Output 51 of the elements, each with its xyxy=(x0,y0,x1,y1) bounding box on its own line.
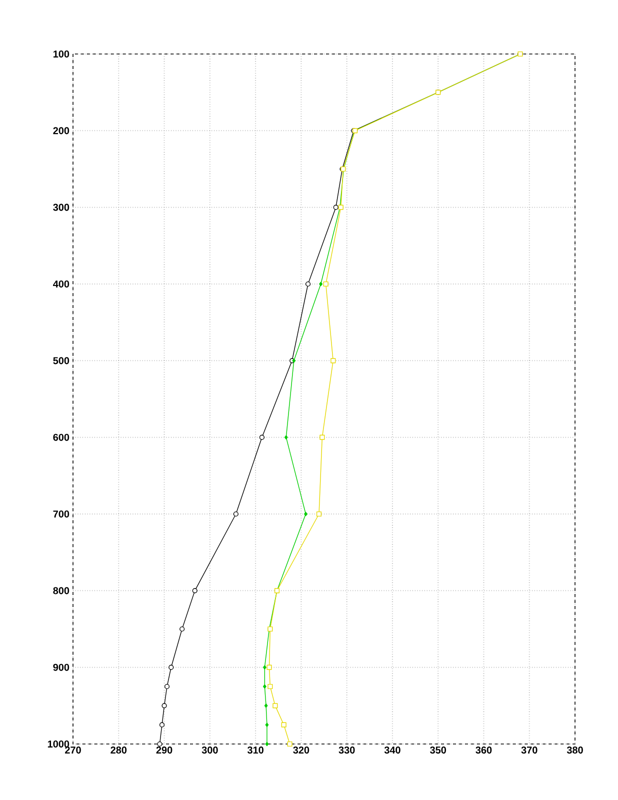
point xyxy=(266,664,272,670)
point xyxy=(320,434,325,440)
point xyxy=(304,512,308,516)
point xyxy=(333,204,338,210)
x-tick-label: 370 xyxy=(521,746,538,754)
y-tick-label: 100 xyxy=(53,50,70,58)
point xyxy=(323,281,328,287)
point xyxy=(268,684,273,690)
y-tick-label: 800 xyxy=(53,587,70,594)
point xyxy=(319,282,322,286)
point xyxy=(265,742,269,746)
y-tick-label: 600 xyxy=(53,434,70,441)
x-tick-label: 320 xyxy=(293,746,310,754)
point xyxy=(281,722,286,728)
y-tick-label: 1000 xyxy=(48,740,70,748)
y-tick-label: 400 xyxy=(53,280,70,288)
point xyxy=(264,704,268,708)
y-tick-label: 700 xyxy=(53,510,70,518)
point xyxy=(262,684,266,689)
point xyxy=(157,741,162,747)
point xyxy=(265,722,269,727)
point xyxy=(330,358,336,364)
point xyxy=(305,281,311,287)
x-tick-label: 330 xyxy=(338,746,355,754)
y-tick-label: 300 xyxy=(53,204,70,211)
point xyxy=(284,435,288,440)
point xyxy=(159,722,165,728)
point xyxy=(287,741,292,747)
point xyxy=(192,588,198,594)
x-tick-label: 290 xyxy=(156,746,172,754)
point xyxy=(233,511,238,517)
y-tick-label: 200 xyxy=(53,127,70,134)
y-tick-label: 900 xyxy=(53,664,70,671)
x-tick-label: 340 xyxy=(384,746,400,754)
point xyxy=(180,626,185,632)
y-tick-label: 500 xyxy=(53,357,70,364)
point xyxy=(164,684,170,690)
point xyxy=(272,703,278,708)
point xyxy=(168,664,174,670)
x-tick-label: 300 xyxy=(202,746,218,754)
x-tick-label: 380 xyxy=(566,746,583,754)
x-tick-label: 280 xyxy=(110,746,127,754)
x-tick-label: 360 xyxy=(476,746,492,754)
x-tick-label: 310 xyxy=(247,746,264,754)
x-tick-label: 350 xyxy=(430,746,446,754)
point xyxy=(316,511,322,517)
point xyxy=(292,358,296,363)
x-tick-label: 270 xyxy=(65,746,81,754)
point xyxy=(262,665,266,670)
point xyxy=(162,703,167,708)
point xyxy=(259,434,264,440)
